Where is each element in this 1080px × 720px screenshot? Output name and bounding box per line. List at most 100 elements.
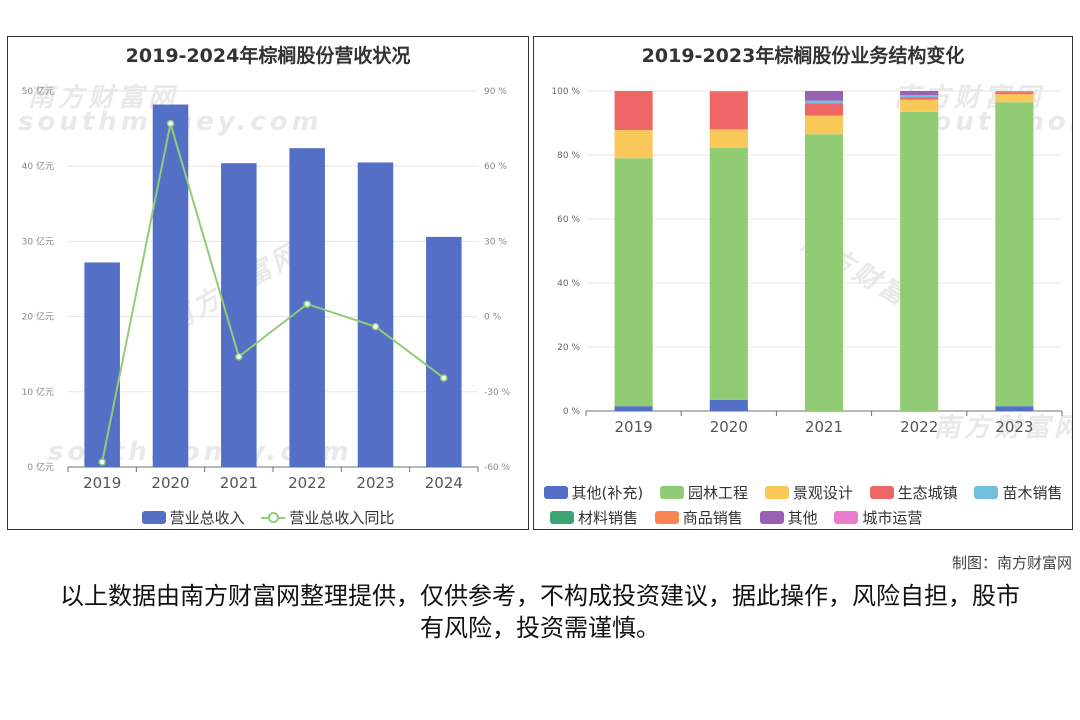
stacked-bar-segment xyxy=(804,115,844,135)
stacked-bar-segment xyxy=(614,130,653,159)
chart-legend: 营业总收入 营业总收入同比 xyxy=(8,507,528,528)
x-tick-label: 2022 xyxy=(288,474,326,492)
x-tick-label: 2019 xyxy=(83,474,121,492)
revenue-chart: 0 亿元 10 亿元 20 亿元 30 亿元 40 亿元 50 亿元 -60 % -30 % 0… xyxy=(22,85,511,492)
legend-item-city-operation[interactable]: 城市运营 xyxy=(834,507,922,528)
bar-revenue xyxy=(84,262,120,467)
stacked-bar-segment xyxy=(709,399,748,411)
chart-legend-row-2: 材料销售 商品销售 其他 城市运营 xyxy=(534,507,1072,528)
legend-item-garden-engineering[interactable]: 园林工程 xyxy=(660,482,748,503)
legend-swatch xyxy=(869,486,894,499)
y-tick-label-left: 0 亿元 xyxy=(27,461,54,473)
legend-line-swatch xyxy=(261,511,286,524)
stacked-bar-segment xyxy=(804,100,844,104)
legend-label: 材料销售 xyxy=(578,509,639,527)
x-tick-label: 2024 xyxy=(425,474,463,492)
x-tick-label: 2020 xyxy=(710,418,748,436)
legend-label: 营业总收入同比 xyxy=(289,509,395,527)
x-tick-label: 2020 xyxy=(151,474,189,492)
stacked-bar-segment xyxy=(900,97,939,100)
line-yoy-growth xyxy=(101,123,445,463)
legend-item-yoy[interactable]: 营业总收入同比 xyxy=(261,507,394,528)
legend-item-landscape-design[interactable]: 景观设计 xyxy=(764,482,853,503)
stacked-bar-segment xyxy=(614,406,653,411)
legend-label: 苗木销售 xyxy=(1002,484,1063,502)
x-tick-label: 2022 xyxy=(900,418,938,436)
y-tick-label-left: 30 亿元 xyxy=(22,235,54,247)
y-tick-label-left: 20 亿元 xyxy=(22,311,54,323)
legend-swatch xyxy=(974,486,999,499)
legend-label: 商品销售 xyxy=(682,509,743,527)
stacked-bar-segment xyxy=(900,99,939,112)
stacked-bar-segment xyxy=(709,91,748,92)
business-structure-chart: 0 % 20 % 40 % 60 % 80 % 100 % 2019 2020 2021 2022… xyxy=(551,87,1063,436)
chart-legend-row-1: 其他(补充) 园林工程 景观设计 生态城镇 苗木销售 xyxy=(534,482,1072,503)
chart-credit: 制图：南方财富网 xyxy=(951,554,1072,572)
y-tick-label-left: 40 亿元 xyxy=(22,160,54,172)
legend-item-other[interactable]: 其他 xyxy=(759,507,818,528)
legend-label: 其他 xyxy=(787,509,818,527)
stacked-bar-segment xyxy=(614,158,653,407)
y-tick-label-right: 30 % xyxy=(484,237,507,247)
y-tick-label-left: 50 亿元 xyxy=(22,85,54,97)
business-structure-chart-panel: 南方财富网 southmoney.com 南方财富网 南方财富网 2019-20… xyxy=(533,36,1073,530)
stacked-bar-segment xyxy=(995,406,1034,411)
legend-item-revenue[interactable]: 营业总收入 xyxy=(141,507,245,528)
y-tick-label: 0 % xyxy=(563,407,581,417)
point-yoy-growth xyxy=(440,374,448,382)
chart-title: 2019-2023年棕榈股份业务结构变化 xyxy=(641,45,965,67)
y-tick-label-right: 90 % xyxy=(484,87,507,97)
legend-item-other-supplement[interactable]: 其他(补充) xyxy=(543,482,644,503)
stacked-bar-segment xyxy=(804,134,844,411)
legend-label: 生态城镇 xyxy=(897,484,958,502)
x-tick-label: 2023 xyxy=(356,474,394,492)
stacked-bar-segment xyxy=(709,147,748,400)
bar-revenue xyxy=(152,104,189,467)
stacked-bar-segment xyxy=(804,91,844,101)
legend-swatch xyxy=(141,511,166,524)
stacked-bar-segment xyxy=(900,111,939,412)
y-tick-label-right: -30 % xyxy=(484,388,511,398)
stacked-bar-segment xyxy=(995,92,1034,95)
y-tick-label: 60 % xyxy=(557,215,580,225)
legend-swatch xyxy=(550,511,574,524)
bar-revenue xyxy=(426,236,462,467)
legend-swatch xyxy=(834,511,859,524)
point-yoy-growth xyxy=(166,119,175,128)
legend-swatch xyxy=(764,486,789,499)
legend-label: 其他(补充) xyxy=(571,484,644,502)
legend-label: 园林工程 xyxy=(688,484,749,502)
y-tick-label: 20 % xyxy=(557,343,580,353)
x-tick-label: 2019 xyxy=(615,418,653,436)
legend-swatch xyxy=(759,511,784,524)
revenue-chart-panel: 南方财富网 southmoney.com 南方财富网 southmoney.co… xyxy=(7,36,529,530)
stacked-bar-segment xyxy=(900,95,939,98)
stacked-bar-segment xyxy=(804,103,844,116)
stacked-bar-segment xyxy=(995,94,1034,103)
point-yoy-growth xyxy=(303,300,311,308)
legend-item-goods-sales[interactable]: 商品销售 xyxy=(654,507,743,528)
x-tick-label: 2023 xyxy=(995,418,1033,436)
y-tick-label: 40 % xyxy=(557,279,580,289)
y-tick-label-left: 10 亿元 xyxy=(22,386,54,398)
legend-swatch xyxy=(543,486,568,499)
stacked-bar-segment xyxy=(709,129,748,148)
stacked-bar-segment xyxy=(614,91,653,131)
y-tick-label: 80 % xyxy=(557,151,580,161)
legend-label: 营业总收入 xyxy=(169,509,245,527)
x-tick-label: 2021 xyxy=(220,474,258,492)
point-yoy-growth xyxy=(371,322,380,331)
legend-item-eco-town[interactable]: 生态城镇 xyxy=(869,482,958,503)
point-yoy-growth xyxy=(98,458,106,466)
point-yoy-growth xyxy=(235,352,243,361)
y-tick-label-right: 0 % xyxy=(484,313,502,323)
stacked-bar-segment xyxy=(995,102,1034,407)
legend-item-material-sales[interactable]: 材料销售 xyxy=(550,507,638,528)
bar-revenue xyxy=(357,162,394,467)
disclaimer-text: 以上数据由南方财富网整理提供，仅供参考，不构成投资建议，据此操作，风险自担，股市… xyxy=(60,582,1020,642)
stacked-bar-segment xyxy=(709,91,748,130)
chart-title: 2019-2024年棕榈股份营收状况 xyxy=(125,45,411,67)
legend-label: 城市运营 xyxy=(862,509,923,527)
stacked-bar-segment xyxy=(900,91,939,96)
legend-item-seedling-sales[interactable]: 苗木销售 xyxy=(974,482,1062,503)
